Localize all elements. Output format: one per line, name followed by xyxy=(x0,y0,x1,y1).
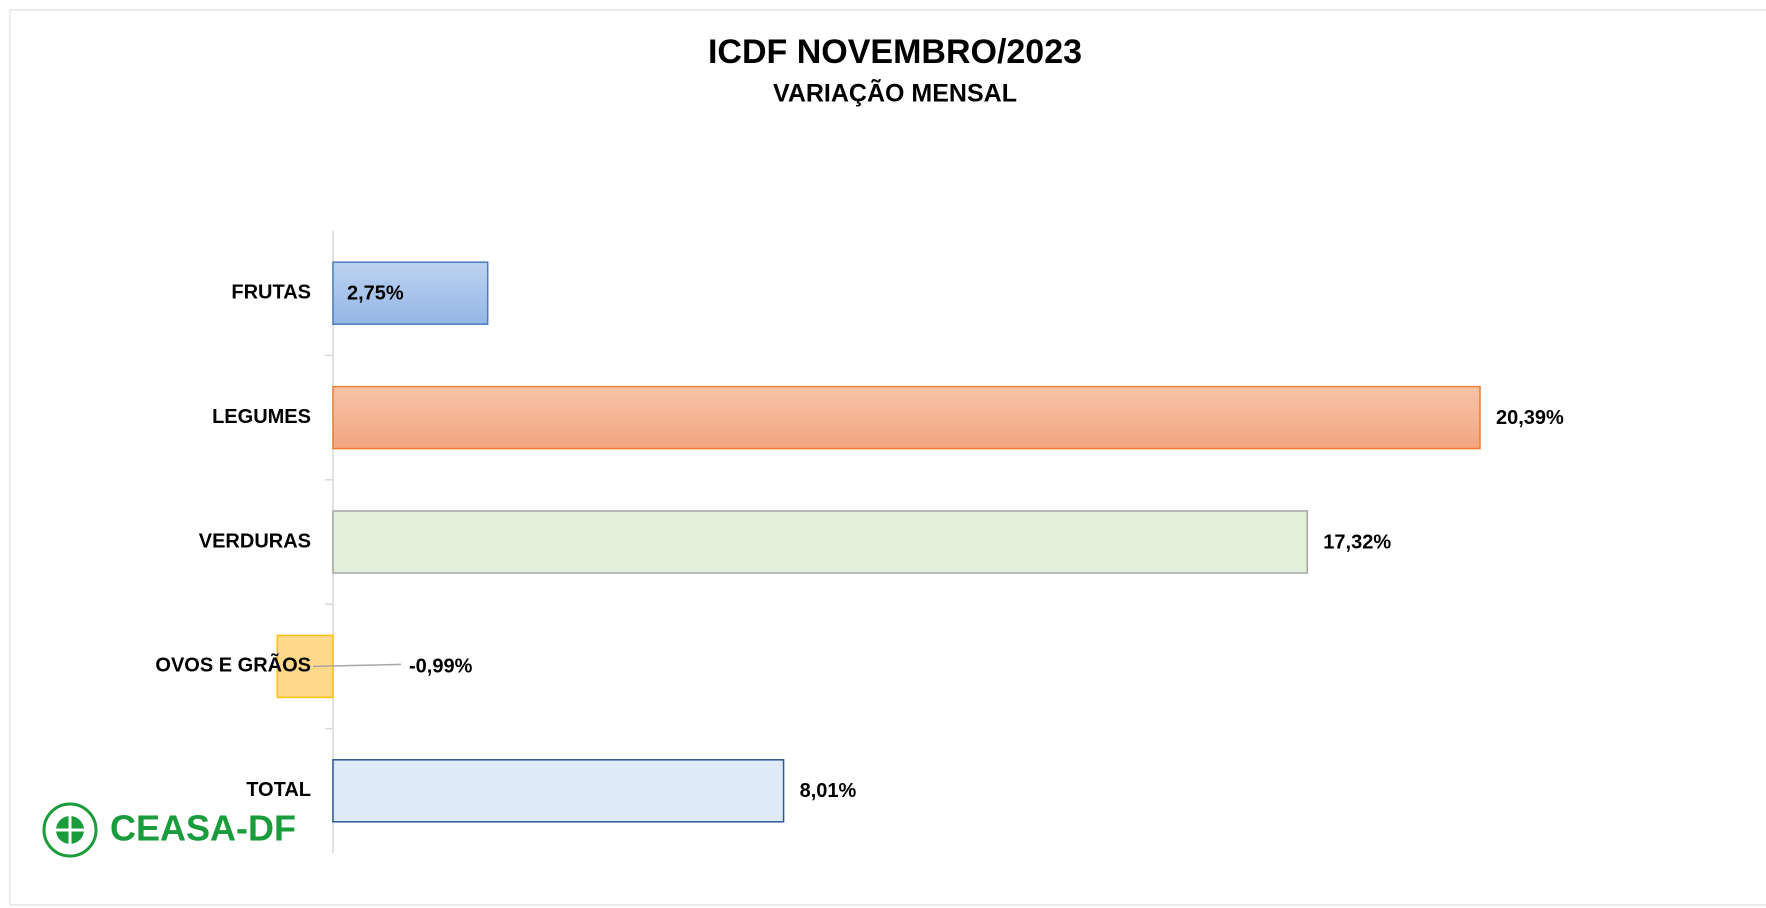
value-label: 8,01% xyxy=(800,780,857,802)
bar xyxy=(332,510,1309,574)
chart-title: ICDF NOVEMBRO/2023 xyxy=(708,33,1082,71)
leader-line xyxy=(312,663,402,668)
bar xyxy=(332,759,785,823)
category-label: OVOS E GRÃOS xyxy=(155,654,311,677)
value-label: 17,32% xyxy=(1323,531,1391,553)
chart-subtitle: VARIAÇÃO MENSAL xyxy=(773,78,1017,108)
category-label: TOTAL xyxy=(246,779,311,801)
logo: CEASA-DF xyxy=(42,802,296,858)
bar xyxy=(332,385,1481,450)
category-label: VERDURAS xyxy=(199,530,311,552)
value-label: 20,39% xyxy=(1496,407,1564,429)
bar xyxy=(332,261,489,325)
value-label: -0,99% xyxy=(409,656,473,678)
logo-text: CEASA-DF xyxy=(110,808,296,849)
category-label: LEGUMES xyxy=(212,406,311,428)
category-label: FRUTAS xyxy=(231,281,311,303)
frame xyxy=(9,9,1766,906)
value-label: 2,75% xyxy=(347,282,404,304)
